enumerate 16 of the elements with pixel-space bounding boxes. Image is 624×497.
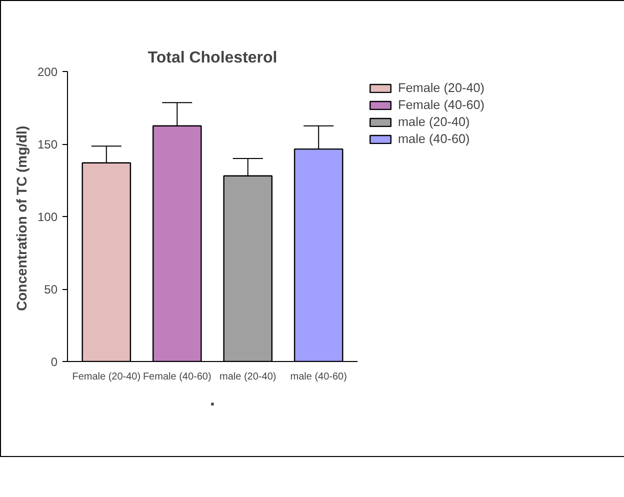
- y-tick-label: 200: [37, 65, 58, 79]
- y-tick-label: 150: [37, 138, 58, 152]
- x-tick-label: Female (20-40): [72, 372, 141, 382]
- x-tick-label: Female (40-60): [142, 372, 212, 382]
- x-tick-label: male (20-40): [220, 372, 276, 382]
- legend-label: male (20-40): [398, 115, 470, 129]
- y-tick-label: 100: [37, 210, 58, 224]
- legend-label: Female (20-40): [398, 81, 485, 95]
- chart-title: Total Cholesterol: [148, 50, 278, 66]
- y-tick-label: 0: [50, 355, 58, 369]
- y-tick-label: 50: [44, 282, 58, 296]
- x-tick-label: male (40-60): [290, 372, 347, 382]
- legend-label: male (40-60): [398, 132, 470, 146]
- y-axis-title: Concentration of TC (mg/dl): [13, 126, 30, 311]
- text: .: [210, 388, 216, 410]
- legend-label: Female (40-60): [398, 98, 485, 112]
